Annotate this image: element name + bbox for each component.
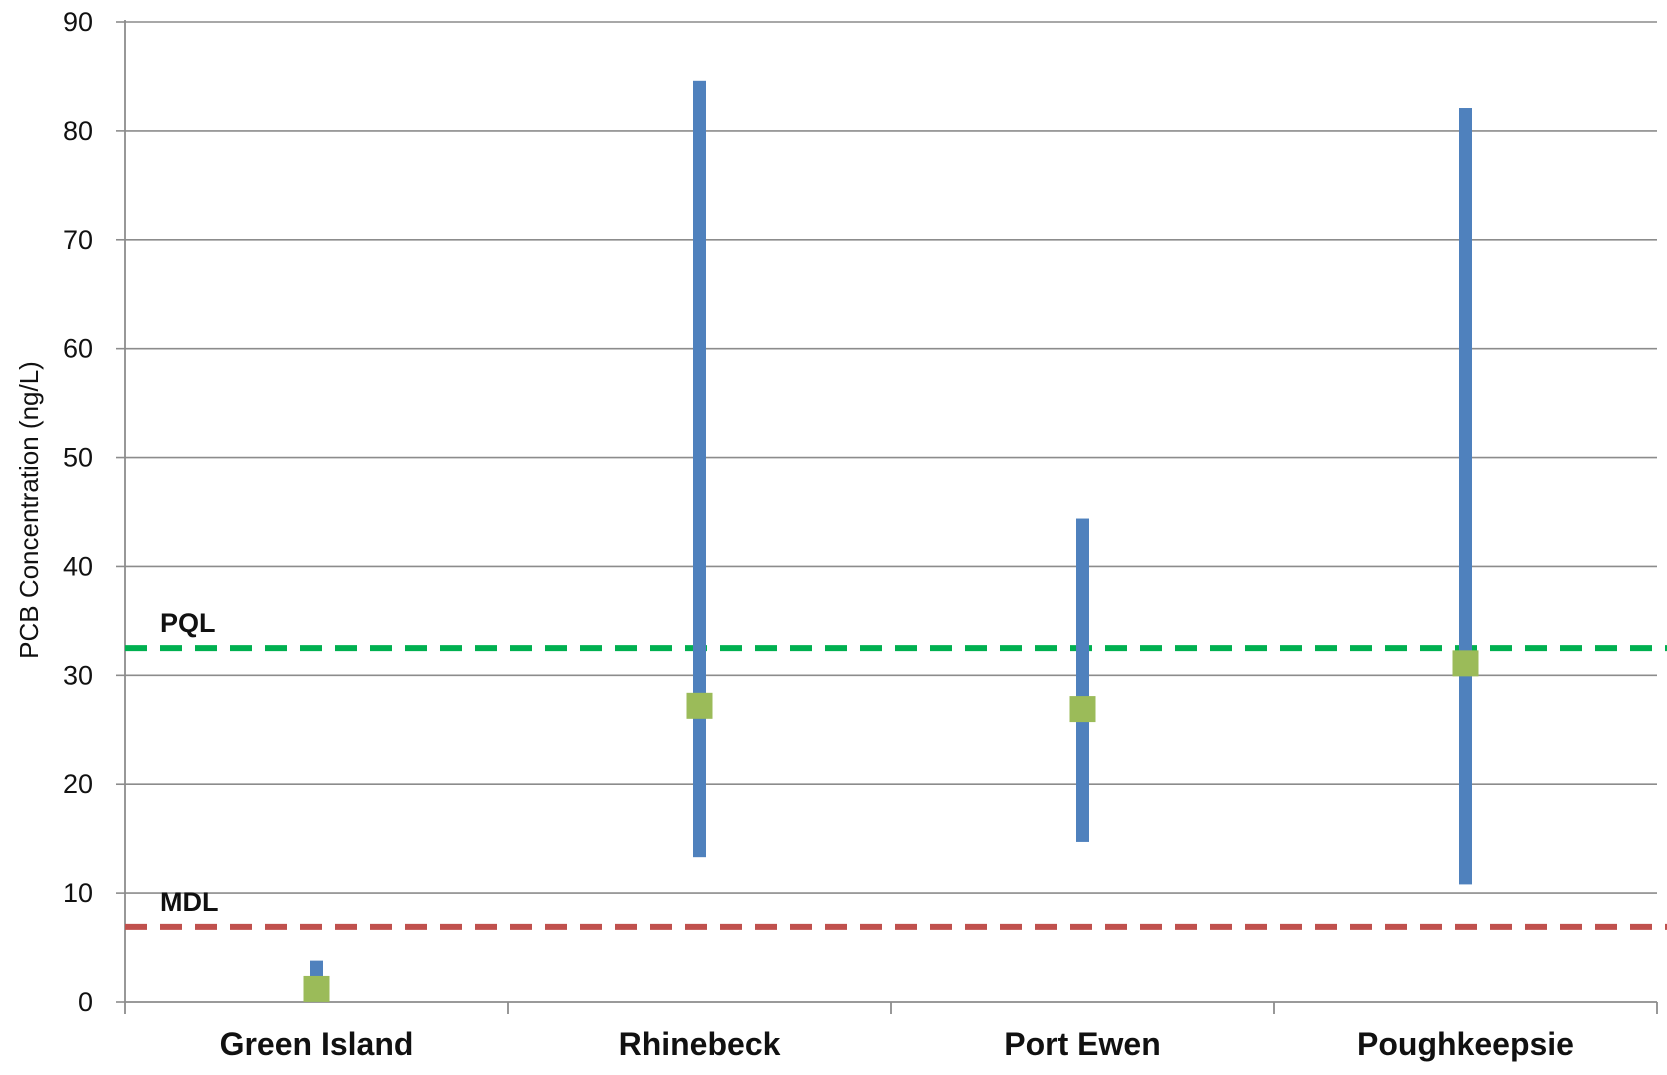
reference-lines	[125, 645, 1667, 930]
gridlines	[125, 21, 1657, 894]
reference-line-label: MDL	[160, 887, 218, 917]
x-category-label: Poughkeepsie	[1357, 1026, 1574, 1062]
range-bar	[1076, 518, 1089, 842]
range-bars	[310, 80, 1472, 1002]
y-tick-label: 20	[63, 769, 93, 799]
center-marker	[686, 692, 713, 719]
y-tick-label: 50	[63, 443, 93, 473]
y-tick-label: 60	[63, 334, 93, 364]
center-marker	[303, 975, 330, 1002]
center-marker	[1452, 650, 1479, 677]
center-marker	[1069, 696, 1096, 723]
axis-labels: 0 10 20 30 40 50 60 70 80 90 Green Island Rhinebeck…	[63, 7, 1574, 1062]
y-tick-label: 90	[63, 7, 93, 37]
x-category-label: Green Island	[220, 1026, 414, 1062]
center-markers	[303, 650, 1479, 1002]
y-tick-label: 0	[78, 987, 93, 1017]
y-axis-title: PCB Concentration (ng/L)	[14, 361, 44, 659]
y-tick-label: 30	[63, 660, 93, 690]
y-tick-label: 10	[63, 878, 93, 908]
axes	[116, 20, 1658, 1014]
reference-line-label: PQL	[160, 608, 216, 638]
x-category-label: Port Ewen	[1004, 1026, 1160, 1062]
y-tick-label: 70	[63, 225, 93, 255]
x-category-label: Rhinebeck	[619, 1026, 781, 1062]
y-tick-label: 80	[63, 116, 93, 146]
range-bar	[1459, 108, 1472, 885]
y-tick-label: 40	[63, 551, 93, 581]
range-bar	[693, 80, 706, 858]
